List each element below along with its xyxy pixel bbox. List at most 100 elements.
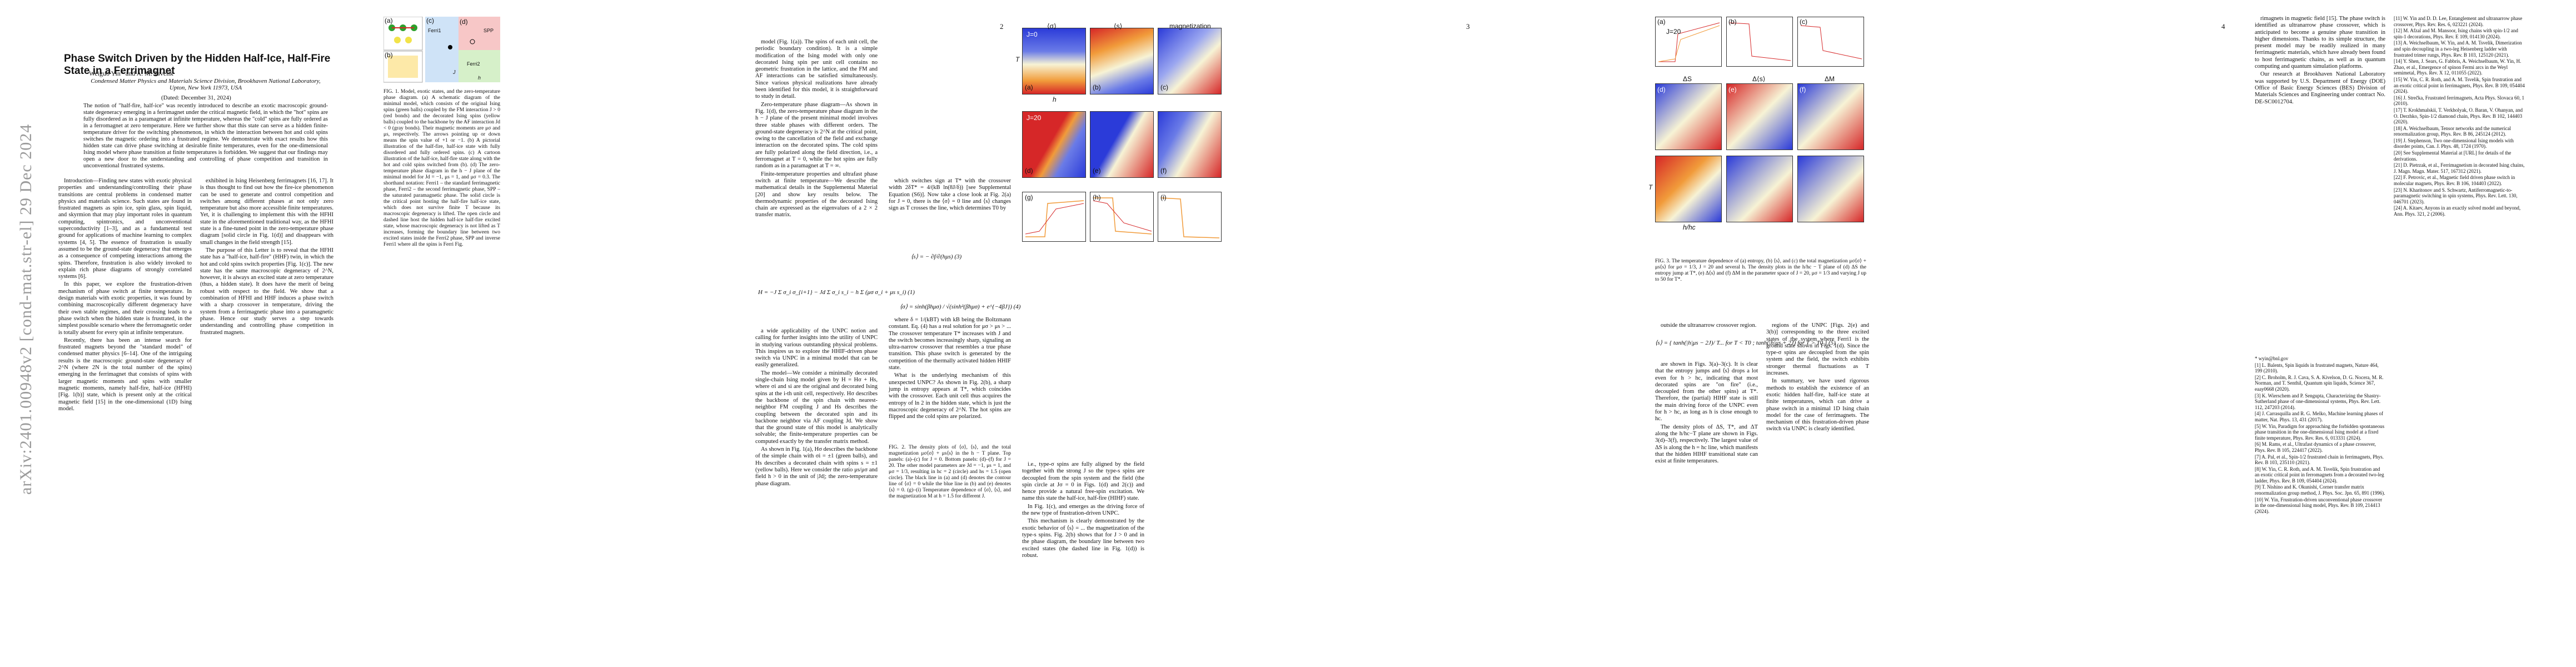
paragraph: The density plots of ΔS, T*, and ΔT alon… (1655, 424, 1758, 465)
paragraph: The purpose of this Letter is to reveal … (200, 247, 333, 336)
fig1-region-ferri1: Ferri1 (428, 28, 441, 33)
p2-column-2: a wide applicability of the UNPC notion … (755, 328, 878, 489)
fig3-axis-t: T (1648, 183, 1653, 191)
fig1-label-b: (b) (385, 51, 393, 59)
p3-column-1: outside the ultranarrow crossover region… (1655, 322, 1758, 330)
fig2-title-a: ⟨σ⟩ (1047, 22, 1057, 30)
paragraph: Our research at Brookhaven National Labo… (2255, 71, 2385, 105)
p1-column-right: exhibited in Ising Heisenberg ferrimagne… (200, 178, 333, 337)
fig1-label-a: (a) (385, 17, 393, 24)
paper-title: Phase Switch Driven by the Hidden Half-I… (64, 53, 331, 77)
paragraph: As shown in Fig. 1(a), Hσ describes the … (755, 446, 878, 487)
fig2-panel-f (1158, 111, 1222, 178)
reference: [17] T. Krokhmalskii, T. Verkholyak, O. … (2394, 107, 2523, 125)
paragraph: Recently, there has been an intense sear… (58, 337, 192, 412)
paragraph: which switches sign at T* with the cross… (889, 178, 1011, 212)
figure-1-caption: FIG. 1. Model, exotic states, and the ze… (383, 89, 500, 247)
authors: Weiguo Yin* and A. M. Tsvelik (89, 69, 173, 77)
fig2-curve-h (1093, 197, 1152, 235)
fig3-title-f: ΔM (1825, 75, 1835, 83)
reference: [8] W. Yin, C. R. Roth, and A. M. Tsveli… (2255, 466, 2384, 484)
affiliation: Condensed Matter Physics and Materials S… (91, 78, 321, 91)
p3-column-2: regions of the UNPC [Figs. 2(e) and 3(b)… (1766, 322, 1869, 434)
equation-5: ⟨s⟩ = { tanh(|h|μs − 2J)/ T... for T < T… (1655, 340, 1836, 346)
reference: [14] Y. Shen, J. Sears, G. Fabbris, A. W… (2394, 58, 2522, 76)
figure-3: (a) (b) (c) (d) (e) (f) ΔS Δ⟨s⟩ ΔM J=20 … (1648, 17, 1866, 256)
fig3-panel-g (1655, 156, 1722, 222)
paragraph: a wide applicability of the UNPC notion … (755, 328, 878, 369)
fig2-panel-h (1090, 192, 1154, 242)
arxiv-stamp: arXiv:2401.00948v2 [cond-mat.str-el] 29 … (17, 123, 39, 495)
fig3-label-d: (d) (1657, 86, 1666, 93)
fig3-panel-f (1797, 83, 1864, 150)
paragraph: are shown in Figs. 3(a)–3(c). It is clea… (1655, 361, 1758, 422)
fig2-title-c: magnetization (1169, 22, 1211, 30)
figure-2: ⟨σ⟩ ⟨s⟩ magnetization (a) (b) (c) (d) (e… (1015, 22, 1222, 334)
reference: [6] M. Rams, et al., Ultrafast dynamics … (2255, 441, 2376, 453)
fig3-panel-h (1726, 156, 1793, 222)
fig2-j-bottom: J=20 (1027, 114, 1042, 122)
references-right: [11] W. Yin and D. D. Lee, Entanglement … (2394, 16, 2527, 218)
paragraph: In this paper, we explore the frustratio… (58, 281, 192, 336)
paragraph: i.e., type-σ spins are fully aligned by … (1022, 461, 1144, 502)
page-1: arXiv:2401.00948v2 [cond-mat.str-el] 29 … (0, 0, 644, 667)
fig2-curve-g (1025, 200, 1084, 237)
paragraph: In summary, we have used rigorous method… (1766, 378, 1869, 432)
arxiv-id: arXiv:2401.00948v2 [cond-mat.str-el] 29 … (17, 123, 35, 495)
page-number: 4 (2221, 22, 2225, 31)
page-4: 4 rimagnets in magnetic field [15]. The … (1932, 0, 2576, 667)
figure-1-illustration (383, 16, 500, 83)
fig1-region-spp: SPP (484, 28, 494, 33)
fig3-label-c: (c) (1800, 18, 1807, 26)
reference: [19] J. Stephenson, Two one-dimensional … (2394, 137, 2514, 150)
p2-column-5: i.e., type-σ spins are fully aligned by … (1022, 461, 1144, 560)
fig3-label-f: (f) (1800, 86, 1806, 93)
fig2-panel-a (1022, 28, 1086, 94)
fig2-panel-c (1158, 28, 1222, 94)
paragraph: The model—We consider a minimally decora… (755, 370, 878, 445)
reference: [4] J. Carrasquilla and R. G. Melko, Mac… (2255, 411, 2383, 422)
fig3-title-d: ΔS (1683, 75, 1692, 83)
paragraph: This mechanism is clearly demonstrated b… (1022, 518, 1144, 559)
fig2-curve-i (1160, 197, 1220, 238)
fig2-axis-t: T (1015, 56, 1020, 63)
figure-2-caption: FIG. 2. The density plots of ⟨σ⟩, ⟨s⟩, a… (889, 445, 1011, 499)
fig1-axis-j: J (453, 69, 456, 75)
fig3-panel-d (1655, 83, 1722, 150)
equation-4: ⟨σ⟩ = sinh(βhμσ) / √(sinh²(βhμσ) + e^{−4… (900, 303, 1021, 310)
p3-column-1b: are shown in Figs. 3(a)–3(c). It is clea… (1655, 361, 1758, 466)
fig3-panel-i (1797, 156, 1864, 222)
fig3-panel-c (1797, 17, 1864, 67)
reference: [10] W. Yin, Frustration-driven unconven… (2255, 496, 2383, 514)
fig2-title-b: ⟨s⟩ (1114, 22, 1123, 30)
fig3-axis-hc: h/hc (1683, 223, 1696, 231)
reference: [24] A. Kitaev, Anyons in an exactly sol… (2394, 205, 2521, 217)
reference: [13] A. Weichselbaum, W. Yin, and A. M. … (2394, 40, 2522, 58)
equation-1: H = −J Σ σ_i σ_{i+1} − Jd Σ σ_i s_i − h … (758, 289, 915, 296)
paragraph: What is the underlying mechanism of this… (889, 372, 1011, 420)
reference: [16] J. Strečka, Frustrated ferrimagnets… (2394, 94, 2524, 107)
fig2-label-e: (e) (1093, 167, 1101, 175)
abstract: The notion of "half-fire, half-ice" was … (83, 103, 328, 169)
p1-column-left: Introduction—Finding new states with exo… (58, 178, 192, 414)
reference: [23] N. Kharitonov and S. Schwartz, Anti… (2394, 187, 2518, 205)
page-3: 3 (a) (b) (c) (d) (e) (f) ΔS Δ⟨s⟩ ΔM J=2… (1288, 0, 1932, 667)
reference: [2] C. Broholm, R. J. Cava, S. A. Kivels… (2255, 374, 2384, 392)
page-number: 2 (1000, 22, 1004, 31)
fig3-j-label: J=20 (1666, 28, 1681, 36)
reference: [1] L. Balents, Spin liquids in frustrat… (2255, 362, 2379, 374)
reference: * wyin@bnl.gov (2255, 356, 2289, 361)
fig3-curve-b (1729, 22, 1791, 61)
reference: [15] W. Yin, C. R. Roth, and A. M. Tsvel… (2394, 76, 2525, 94)
reference: [20] See Supplemental Material at [URL] … (2394, 150, 2512, 162)
reference: [12] M. Afzal and M. Mansoor, Ising chai… (2394, 28, 2518, 39)
reference: [5] W. Yin, Paradigm for approaching the… (2255, 423, 2385, 441)
fig2-label-d: (d) (1025, 167, 1033, 175)
paragraph: regions of the UNPC [Figs. 2(e) and 3(b)… (1766, 322, 1869, 377)
figure-1: (a) (b) (c) (d) Ferri1 SPP Ferri2 h J (383, 16, 500, 83)
fig2-label-h: (h) (1093, 193, 1101, 201)
paragraph: Zero-temperature phase diagram—As shown … (755, 101, 878, 170)
fig2-label-g: (g) (1025, 193, 1033, 201)
fig2-panel-b (1090, 28, 1154, 94)
fig1-label-c: (c) (426, 17, 434, 24)
